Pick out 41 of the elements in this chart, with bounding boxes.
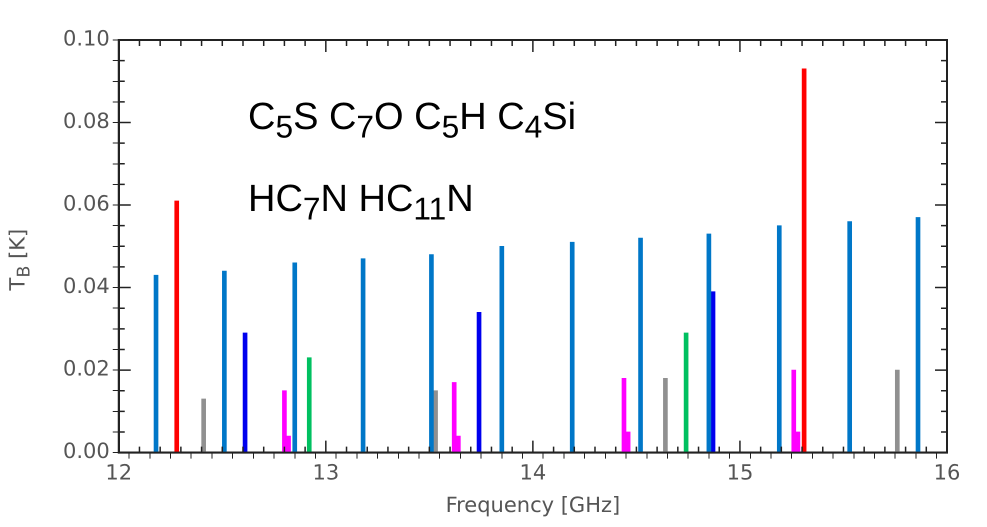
x-tick-label: 16 [934,460,960,485]
bar [476,312,482,452]
bar [663,378,668,452]
x-axis-title: Frequency [GHz] [446,492,620,517]
bar [429,254,434,452]
y-tick-label: 0.00 [62,439,110,464]
bar [894,370,900,452]
bar [802,68,806,452]
x-tick-label: 12 [105,460,132,485]
bar [222,270,227,452]
y-tick-label: 0.06 [62,191,110,216]
bar [622,378,626,452]
y-tick-label: 0.02 [62,356,110,381]
bar [174,200,180,452]
bar [706,234,712,452]
bar [360,258,366,452]
bar [201,398,206,452]
bar [570,242,575,452]
y-tick-label: 0.10 [62,26,110,50]
x-tick-label: 13 [312,460,340,485]
bar [242,332,248,452]
bar [776,225,782,452]
bar [452,382,457,452]
bar [154,274,158,452]
bar [916,217,920,452]
y-tick-label: 0.08 [62,108,110,133]
bar [847,221,852,452]
bar [499,246,504,452]
bar [710,291,716,452]
bar [791,370,796,452]
annotation: HC$_{7}$N HC$_{11}$N [248,178,474,227]
text: C$_{5}$S C$_{7}$O C$_{5}$H C$_{4}$Si [248,96,576,145]
bar [292,262,298,452]
bar [306,357,312,452]
bar [433,390,438,452]
bar [282,390,287,452]
y-tick-label: 0.04 [62,274,110,298]
x-tick-label: 14 [520,460,546,485]
bar [638,238,643,452]
x-tick-label: 15 [726,460,754,485]
bar [684,332,688,452]
